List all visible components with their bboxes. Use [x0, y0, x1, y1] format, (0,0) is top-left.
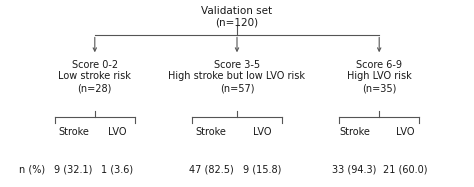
Text: Validation set
(n=120): Validation set (n=120): [201, 6, 273, 27]
Text: Stroke: Stroke: [339, 127, 370, 137]
Text: 21 (60.0): 21 (60.0): [383, 165, 427, 174]
Text: Score 3-5
High stroke but low LVO risk
(n=57): Score 3-5 High stroke but low LVO risk (…: [168, 60, 306, 93]
Text: LVO: LVO: [108, 127, 127, 137]
Text: 33 (94.3): 33 (94.3): [332, 165, 377, 174]
Text: Score 6-9
High LVO risk
(n=35): Score 6-9 High LVO risk (n=35): [347, 60, 411, 93]
Text: 47 (82.5): 47 (82.5): [189, 165, 233, 174]
Text: Stroke: Stroke: [58, 127, 89, 137]
Text: LVO: LVO: [395, 127, 414, 137]
Text: LVO: LVO: [253, 127, 272, 137]
Text: 1 (3.6): 1 (3.6): [101, 165, 134, 174]
Text: Stroke: Stroke: [195, 127, 227, 137]
Text: n (%): n (%): [19, 165, 45, 174]
Text: Score 0-2
Low stroke risk
(n=28): Score 0-2 Low stroke risk (n=28): [58, 60, 131, 93]
Text: 9 (15.8): 9 (15.8): [244, 165, 282, 174]
Text: 9 (32.1): 9 (32.1): [55, 165, 92, 174]
